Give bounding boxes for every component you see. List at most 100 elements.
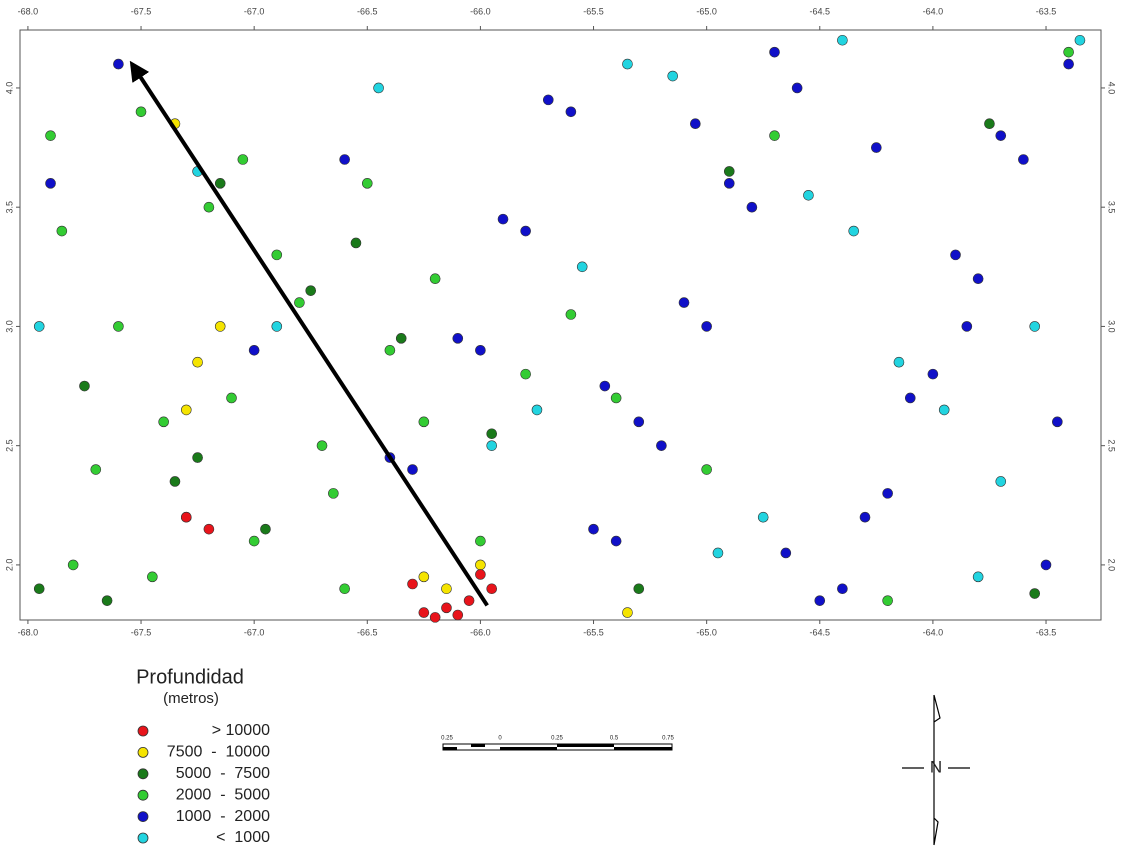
point bbox=[316, 440, 328, 451]
point bbox=[712, 547, 724, 559]
point bbox=[373, 82, 384, 94]
point bbox=[452, 333, 464, 344]
point bbox=[113, 58, 124, 70]
x-tick-label: -64.5 bbox=[810, 6, 831, 16]
legend-label: > 10000 bbox=[212, 722, 270, 739]
x-tick-label: -66.5 bbox=[357, 627, 378, 637]
point bbox=[328, 488, 339, 499]
point bbox=[984, 118, 995, 130]
point bbox=[520, 368, 531, 380]
legend-marker bbox=[137, 811, 149, 822]
scale-bar: 0.25 0 0.25 0.5 0.75 bbox=[441, 736, 674, 751]
point bbox=[486, 440, 498, 451]
point bbox=[927, 368, 939, 380]
point bbox=[79, 380, 90, 392]
point bbox=[441, 602, 452, 614]
point bbox=[67, 559, 79, 571]
point bbox=[1074, 34, 1086, 46]
point bbox=[475, 559, 486, 571]
point bbox=[407, 464, 418, 475]
point bbox=[429, 273, 441, 285]
point bbox=[441, 583, 452, 595]
legend-label: 7500 - 10000 bbox=[167, 744, 270, 761]
north-arrow-shaft bbox=[933, 694, 941, 846]
point bbox=[565, 106, 577, 118]
y-tick-label: 2.5 bbox=[1107, 439, 1117, 452]
legend-label: < 1000 bbox=[216, 829, 270, 846]
x-tick-label: -63.5 bbox=[1036, 6, 1057, 16]
point bbox=[531, 404, 543, 416]
legend-label: 2000 - 5000 bbox=[176, 786, 270, 803]
legend-marker bbox=[137, 725, 149, 737]
point bbox=[757, 511, 769, 523]
point bbox=[33, 321, 45, 332]
point bbox=[622, 58, 633, 70]
point bbox=[226, 392, 237, 404]
scale-bar-label: 0.5 bbox=[610, 736, 619, 742]
point bbox=[169, 476, 181, 487]
point bbox=[871, 142, 882, 153]
point bbox=[418, 571, 430, 583]
point bbox=[418, 416, 430, 428]
point bbox=[214, 178, 226, 189]
point bbox=[633, 416, 645, 428]
legend-marker bbox=[137, 832, 149, 844]
y-tick-label: 4.0 bbox=[4, 82, 14, 95]
point bbox=[690, 118, 701, 130]
point bbox=[1018, 154, 1029, 165]
point bbox=[260, 523, 271, 535]
point bbox=[961, 321, 973, 332]
x-tick-label: -66.0 bbox=[470, 6, 491, 16]
scale-bar-segment bbox=[471, 744, 485, 747]
point bbox=[339, 583, 350, 595]
point bbox=[995, 476, 1007, 487]
point bbox=[769, 130, 780, 141]
legend-title: Profundidad bbox=[136, 666, 244, 688]
point bbox=[893, 356, 905, 368]
point bbox=[147, 571, 158, 583]
scale-bar-segment bbox=[443, 747, 457, 750]
legend-label: 1000 - 2000 bbox=[176, 808, 270, 825]
point bbox=[90, 464, 102, 475]
scale-bar-label: 0.75 bbox=[662, 736, 674, 742]
x-tick-label: -67.0 bbox=[244, 627, 265, 637]
y-tick-label: 3.0 bbox=[4, 320, 14, 333]
point bbox=[656, 440, 667, 451]
point bbox=[271, 249, 283, 261]
point bbox=[203, 201, 215, 213]
y-tick-label: 3.5 bbox=[1107, 201, 1117, 214]
point bbox=[203, 523, 215, 535]
point bbox=[475, 569, 486, 580]
point bbox=[588, 523, 599, 535]
north-label: N bbox=[930, 757, 942, 776]
point bbox=[475, 535, 486, 547]
point bbox=[475, 344, 486, 356]
scale-bar-label: 0.25 bbox=[551, 736, 563, 742]
point bbox=[350, 237, 362, 249]
point bbox=[882, 595, 893, 606]
point bbox=[701, 464, 712, 475]
point bbox=[520, 225, 531, 237]
legend-marker bbox=[137, 768, 149, 780]
point bbox=[1052, 416, 1063, 428]
point bbox=[56, 225, 68, 237]
point bbox=[158, 416, 169, 428]
scale-bar-segment bbox=[500, 747, 557, 750]
y-tick-label: 4.0 bbox=[1107, 82, 1117, 95]
point bbox=[950, 249, 961, 261]
point bbox=[746, 201, 758, 213]
scale-bar-label: 0.25 bbox=[441, 736, 453, 742]
point bbox=[248, 344, 260, 356]
x-tick-label: -68.0 bbox=[18, 627, 39, 637]
point bbox=[486, 428, 498, 440]
x-tick-label: -65.0 bbox=[696, 627, 717, 637]
x-tick-label: -64.0 bbox=[923, 6, 944, 16]
point bbox=[361, 178, 373, 189]
point bbox=[565, 309, 577, 320]
x-tick-label: -66.0 bbox=[470, 627, 491, 637]
point bbox=[791, 82, 803, 94]
north-arrow: N bbox=[902, 694, 970, 846]
point bbox=[904, 392, 916, 404]
y-tick-label: 3.0 bbox=[1107, 320, 1117, 333]
point bbox=[972, 571, 984, 583]
